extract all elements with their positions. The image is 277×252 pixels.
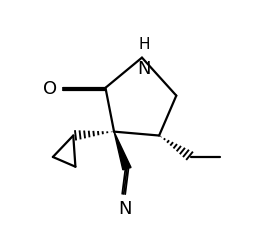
Text: H: H (138, 37, 150, 52)
Text: N: N (137, 59, 151, 77)
Polygon shape (114, 132, 131, 170)
Text: O: O (43, 79, 57, 98)
Text: N: N (118, 199, 132, 217)
